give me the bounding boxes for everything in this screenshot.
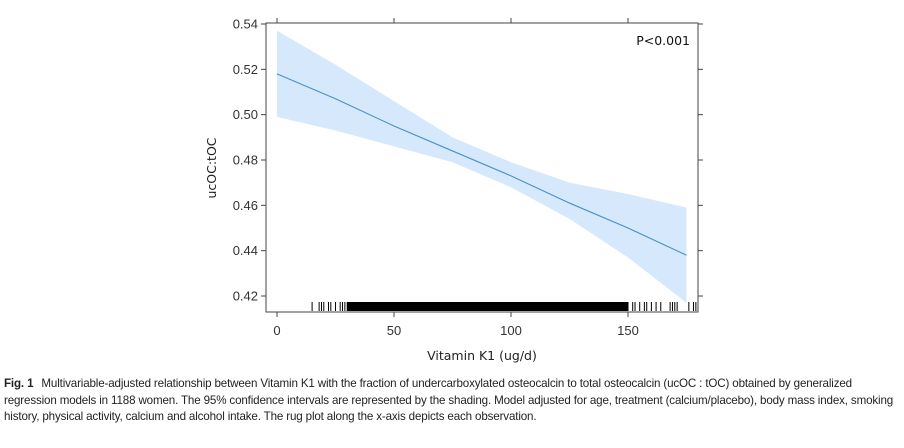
caption-text: Multivariable-adjusted relationship betw… <box>4 377 894 423</box>
x-axis: 0 50 100 150 <box>273 18 639 338</box>
x-axis-title: Vitamin K1 (ug/d) <box>427 348 537 363</box>
y-tick-label: 0.52 <box>233 62 258 77</box>
fit-line-layer <box>276 73 687 256</box>
y-axis-title: ucOC:tOC <box>204 137 219 198</box>
p-value-annotation: P<0.001 <box>636 33 690 48</box>
y-tick-label: 0.50 <box>233 107 258 122</box>
y-tick-label: 0.44 <box>233 243 258 258</box>
x-tick-label: 100 <box>500 323 522 338</box>
x-tick-label: 150 <box>617 323 639 338</box>
confidence-band <box>277 30 687 303</box>
plot-frame <box>265 22 699 313</box>
figure-caption: Fig. 1 Multivariable-adjusted relationshi… <box>4 376 902 426</box>
caption-label: Fig. 1 <box>4 377 34 390</box>
chart: 0 50 100 150 0.42 0.44 0.46 0.48 0.50 0.52 0.54 P… <box>204 17 703 363</box>
y-tick-label: 0.54 <box>233 17 258 32</box>
y-axis: 0.42 0.44 0.46 0.48 0.50 0.52 0.54 <box>233 17 703 304</box>
y-tick-label: 0.48 <box>233 153 258 168</box>
y-tick-label: 0.46 <box>233 198 258 213</box>
rug-plot <box>311 302 697 311</box>
x-tick-label: 0 <box>273 323 280 338</box>
x-tick-label: 50 <box>387 323 401 338</box>
y-tick-label: 0.42 <box>233 289 258 304</box>
fit-line <box>276 73 687 256</box>
confidence-band-layer <box>277 30 687 303</box>
